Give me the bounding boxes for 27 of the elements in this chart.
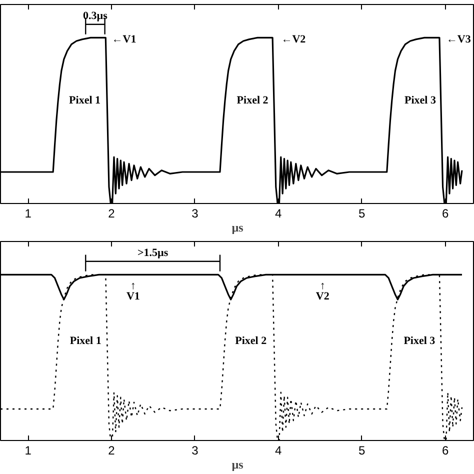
x-tick-label: 4 <box>275 206 282 220</box>
annotation: Pixel 2 <box>235 335 268 347</box>
annotation: ↑ V1 <box>126 280 140 303</box>
annotation: Pixel 1 <box>70 335 102 347</box>
x-tick-label: 6 <box>442 444 449 458</box>
annotation: ←V2 <box>281 33 306 46</box>
annotation: Pixel 1 <box>69 94 101 107</box>
x-tick-label: 6 <box>442 206 449 220</box>
annotation: ↑ V2 <box>316 280 330 303</box>
x-tick-label: 2 <box>108 444 116 458</box>
x-tick-label: 3 <box>192 444 199 458</box>
x-tick-label: 1 <box>24 444 32 458</box>
text: >1.5µs <box>137 247 169 260</box>
annotation: Pixel 3 <box>404 335 436 347</box>
x-axis-title: µs <box>232 220 244 234</box>
x-tick-label: 5 <box>358 444 366 458</box>
annotation: ←V1 <box>112 33 136 46</box>
x-tick-label: 1 <box>24 206 32 220</box>
x-tick-label: 4 <box>275 444 282 458</box>
x-axis-title: µs <box>232 458 244 472</box>
annotation: ←V3 <box>446 33 472 46</box>
annotation: Pixel 2 <box>236 94 269 107</box>
annotation: Pixel 3 <box>404 94 436 107</box>
x-tick-label: 2 <box>108 206 116 220</box>
x-tick-label: 5 <box>358 206 366 220</box>
x-tick-label: 3 <box>192 206 199 220</box>
text: 0.3µs <box>83 10 108 22</box>
